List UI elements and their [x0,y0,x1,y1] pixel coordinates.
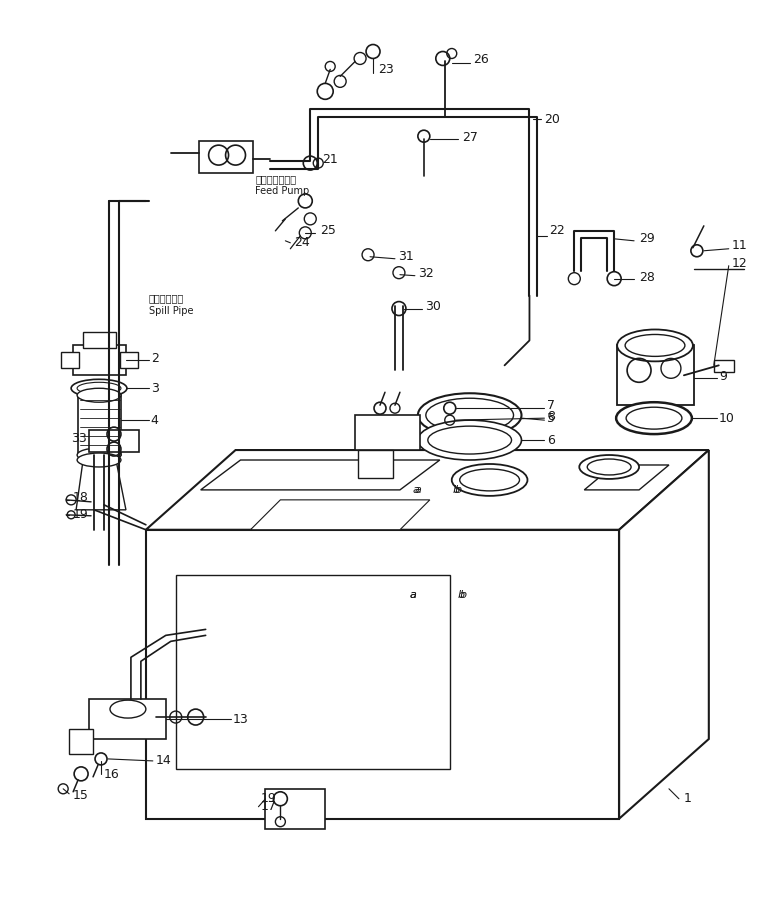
Text: 10: 10 [719,412,735,425]
Text: 27: 27 [462,131,477,144]
Text: 30: 30 [425,300,440,313]
Polygon shape [250,500,430,530]
Polygon shape [146,450,709,530]
Ellipse shape [77,448,121,462]
Text: a: a [415,485,422,495]
Polygon shape [584,465,669,490]
Text: 8: 8 [548,410,555,423]
Text: 1: 1 [684,792,692,805]
Bar [358,450,393,478]
Text: 20: 20 [545,113,560,126]
Ellipse shape [579,455,639,479]
Polygon shape [146,530,619,819]
Text: Spill Pipe: Spill Pipe [149,306,193,316]
Bar [714,360,734,372]
Polygon shape [120,353,138,368]
Ellipse shape [617,330,693,362]
Polygon shape [198,141,254,173]
Text: 15: 15 [73,789,89,802]
Text: b: b [460,590,466,600]
Ellipse shape [77,389,121,402]
Polygon shape [355,415,420,450]
Polygon shape [175,575,450,769]
Text: 28: 28 [639,271,655,284]
Text: 9: 9 [719,370,727,383]
Polygon shape [89,699,165,739]
Text: 29: 29 [639,233,655,246]
Polygon shape [201,460,440,490]
Polygon shape [69,729,93,754]
Text: 22: 22 [549,224,565,237]
Text: 26: 26 [473,53,489,66]
Bar [78,395,121,455]
Text: 12: 12 [732,258,748,270]
Ellipse shape [452,464,528,496]
Text: a: a [410,590,417,600]
Text: 7: 7 [548,399,555,412]
Text: Feed Pump: Feed Pump [256,186,309,196]
Polygon shape [617,345,694,405]
Text: a: a [413,485,420,495]
Bar [89,430,139,452]
Polygon shape [73,345,126,376]
Ellipse shape [588,459,631,475]
Polygon shape [61,353,79,368]
Ellipse shape [71,379,127,397]
Text: 24: 24 [294,236,310,249]
Text: 32: 32 [418,267,434,281]
Text: スピルパイプ: スピルパイプ [149,294,184,304]
Text: 11: 11 [732,239,748,252]
Text: 13: 13 [233,713,248,725]
Text: 14: 14 [155,754,172,767]
Text: 33: 33 [71,432,87,445]
Ellipse shape [418,420,522,460]
Bar [266,789,326,829]
Text: a: a [410,590,417,600]
Ellipse shape [418,393,522,438]
Ellipse shape [460,469,519,491]
Polygon shape [83,332,116,348]
Text: 2: 2 [151,352,159,365]
Text: 6: 6 [548,434,555,447]
Text: 19: 19 [73,509,89,521]
Text: 23: 23 [378,63,394,76]
Ellipse shape [77,453,121,467]
Ellipse shape [625,334,685,356]
Text: 25: 25 [320,224,336,237]
Text: b: b [455,485,462,495]
Ellipse shape [626,407,682,429]
Polygon shape [76,460,126,509]
Ellipse shape [77,382,121,394]
Text: 4: 4 [151,414,159,426]
Text: 31: 31 [398,250,414,263]
Text: b: b [453,485,460,495]
Text: フィードポンプ: フィードポンプ [256,174,296,184]
Ellipse shape [426,398,513,432]
Text: 19: 19 [260,792,277,805]
Ellipse shape [616,402,692,434]
Text: b: b [458,590,465,600]
Text: 17: 17 [260,800,277,813]
Text: 5: 5 [548,412,555,425]
Text: 3: 3 [151,382,159,395]
Text: 18: 18 [73,491,89,504]
Circle shape [317,83,333,100]
Polygon shape [619,450,709,819]
Text: 21: 21 [322,152,338,165]
Text: 16: 16 [104,768,119,782]
Ellipse shape [428,426,512,454]
